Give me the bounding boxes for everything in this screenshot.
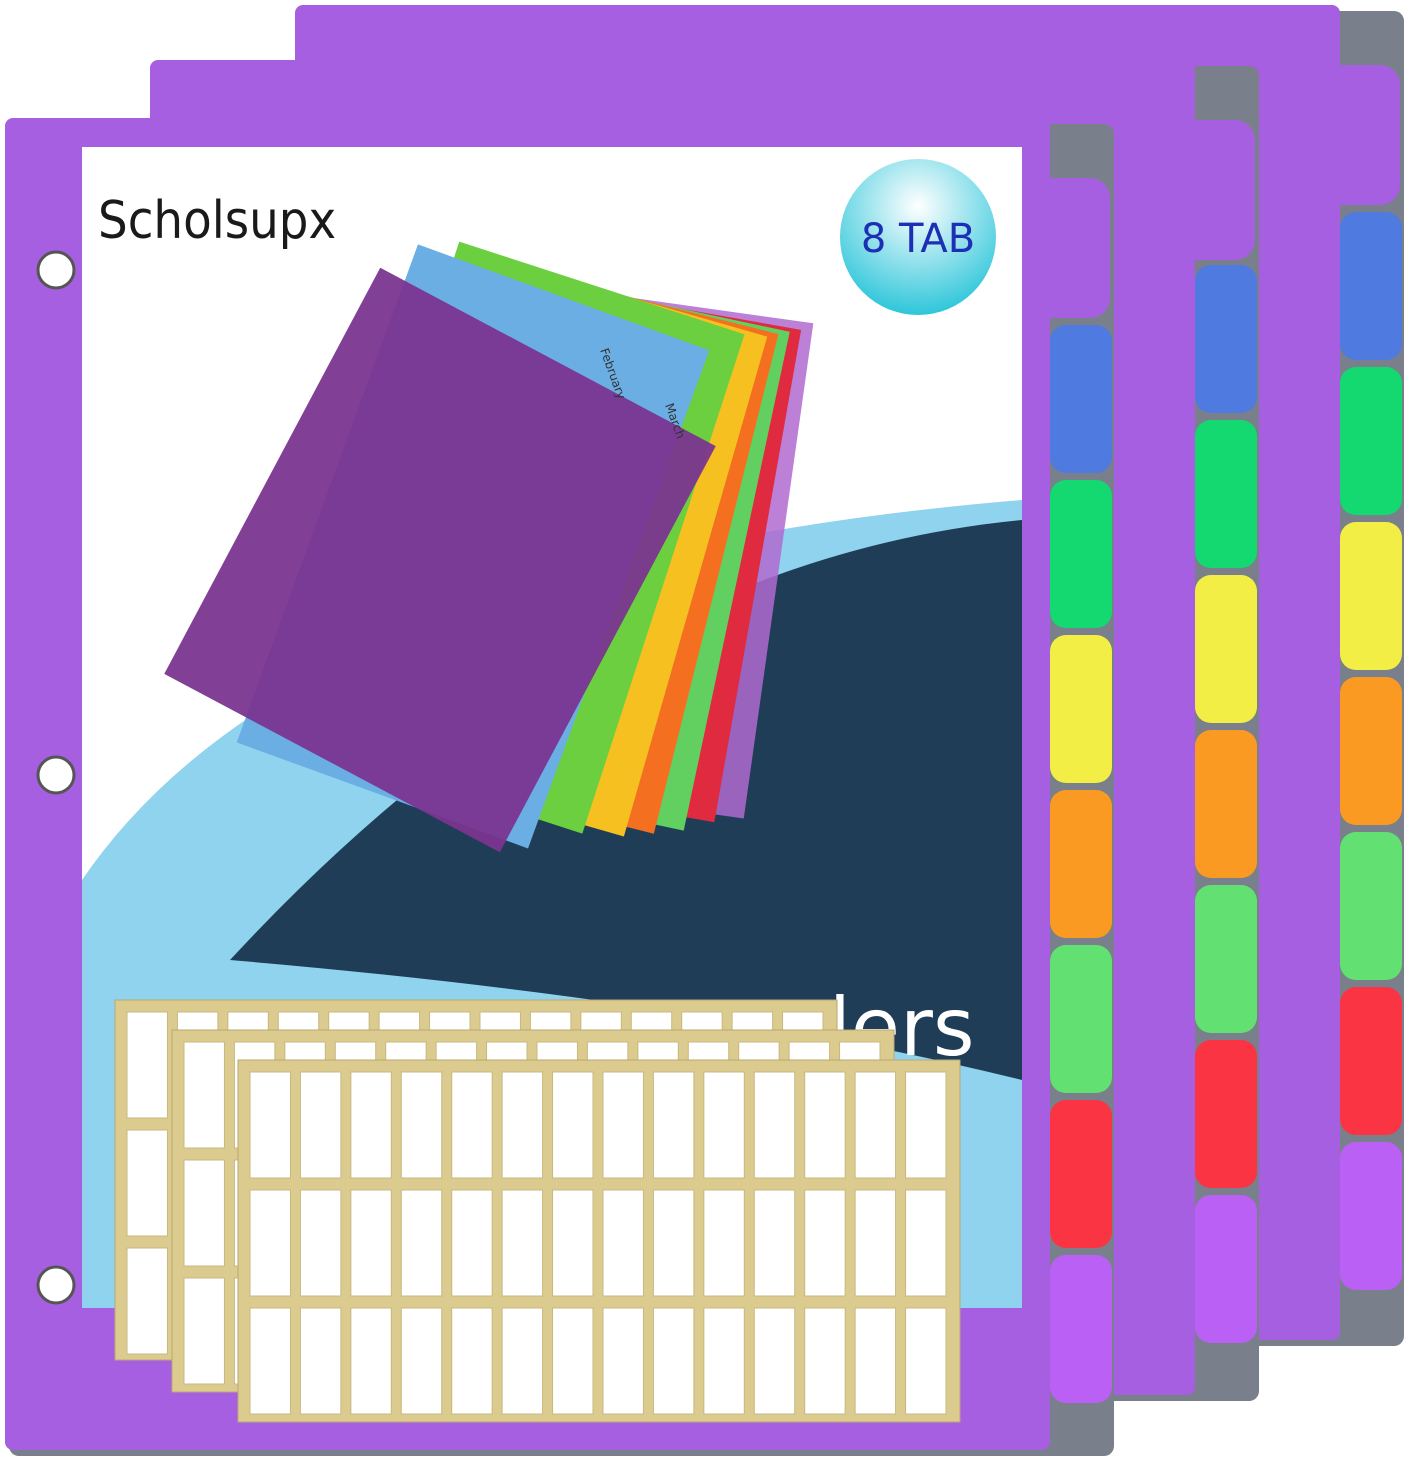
- label: [652, 1307, 695, 1415]
- label: [183, 1159, 225, 1267]
- tab: [1195, 885, 1257, 1033]
- sheet-top-tab: [1175, 120, 1255, 260]
- tab: [1195, 575, 1257, 723]
- label: [703, 1307, 745, 1415]
- punch-hole: [36, 250, 76, 290]
- tab: [1340, 677, 1402, 825]
- label: [501, 1307, 544, 1415]
- label: [602, 1307, 644, 1415]
- label: [854, 1189, 897, 1297]
- label: [126, 1247, 168, 1355]
- label-sheet: [237, 1059, 961, 1423]
- label: [299, 1189, 342, 1297]
- label: [552, 1307, 594, 1415]
- label: [350, 1307, 392, 1415]
- label: [126, 1129, 168, 1237]
- label: [400, 1307, 443, 1415]
- label: [753, 1189, 796, 1297]
- punch-hole: [36, 755, 76, 795]
- tab: [1340, 832, 1402, 980]
- brand: Scholsupx: [98, 191, 336, 251]
- tab: [1050, 635, 1112, 783]
- tab: [1195, 1040, 1257, 1188]
- label: [299, 1071, 342, 1179]
- tab: [1340, 987, 1402, 1135]
- tab: [1195, 1195, 1257, 1343]
- divider-illustration: February March: [164, 241, 814, 853]
- tab: [1340, 367, 1402, 515]
- label: [602, 1189, 644, 1297]
- label: [905, 1071, 947, 1179]
- tab: [1340, 212, 1402, 360]
- label: [350, 1071, 392, 1179]
- label: [905, 1307, 947, 1415]
- label: [804, 1307, 846, 1415]
- label: [753, 1307, 796, 1415]
- sheet-top-tab: [1320, 65, 1400, 205]
- label: [451, 1307, 493, 1415]
- label: [249, 1071, 291, 1179]
- label: [249, 1307, 291, 1415]
- label-sheets: [114, 999, 961, 1423]
- label: [451, 1189, 493, 1297]
- label: [249, 1189, 291, 1297]
- badge-text: 8 TAB: [861, 216, 975, 262]
- label: [451, 1071, 493, 1179]
- tab: [1050, 790, 1112, 938]
- tab: [1340, 522, 1402, 670]
- label: [552, 1189, 594, 1297]
- tab: [1195, 265, 1257, 413]
- label: [905, 1189, 947, 1297]
- label: [804, 1189, 846, 1297]
- label: [350, 1189, 392, 1297]
- label: [400, 1071, 443, 1179]
- tab: [1050, 480, 1112, 628]
- label: [703, 1071, 745, 1179]
- label: [652, 1189, 695, 1297]
- label: [753, 1071, 796, 1179]
- label: [804, 1071, 846, 1179]
- punch-hole: [36, 1265, 76, 1305]
- label: [501, 1189, 544, 1297]
- badge-circle: [840, 159, 996, 315]
- tab: [1050, 1255, 1112, 1403]
- label: [552, 1071, 594, 1179]
- label: [501, 1071, 544, 1179]
- tab: [1340, 1142, 1402, 1290]
- label: [854, 1307, 897, 1415]
- tab: [1050, 325, 1112, 473]
- label: [703, 1189, 745, 1297]
- label: [183, 1041, 225, 1149]
- label: [126, 1011, 168, 1119]
- illustration-sheet: [164, 267, 716, 853]
- label: [602, 1071, 644, 1179]
- tab: [1050, 945, 1112, 1093]
- label: [652, 1071, 695, 1179]
- label: [854, 1071, 897, 1179]
- tab: [1195, 420, 1257, 568]
- sheet-top-tab: [1030, 178, 1110, 318]
- label: [299, 1307, 342, 1415]
- label: [400, 1189, 443, 1297]
- label: [183, 1277, 225, 1385]
- tab: [1050, 1100, 1112, 1248]
- tab: [1195, 730, 1257, 878]
